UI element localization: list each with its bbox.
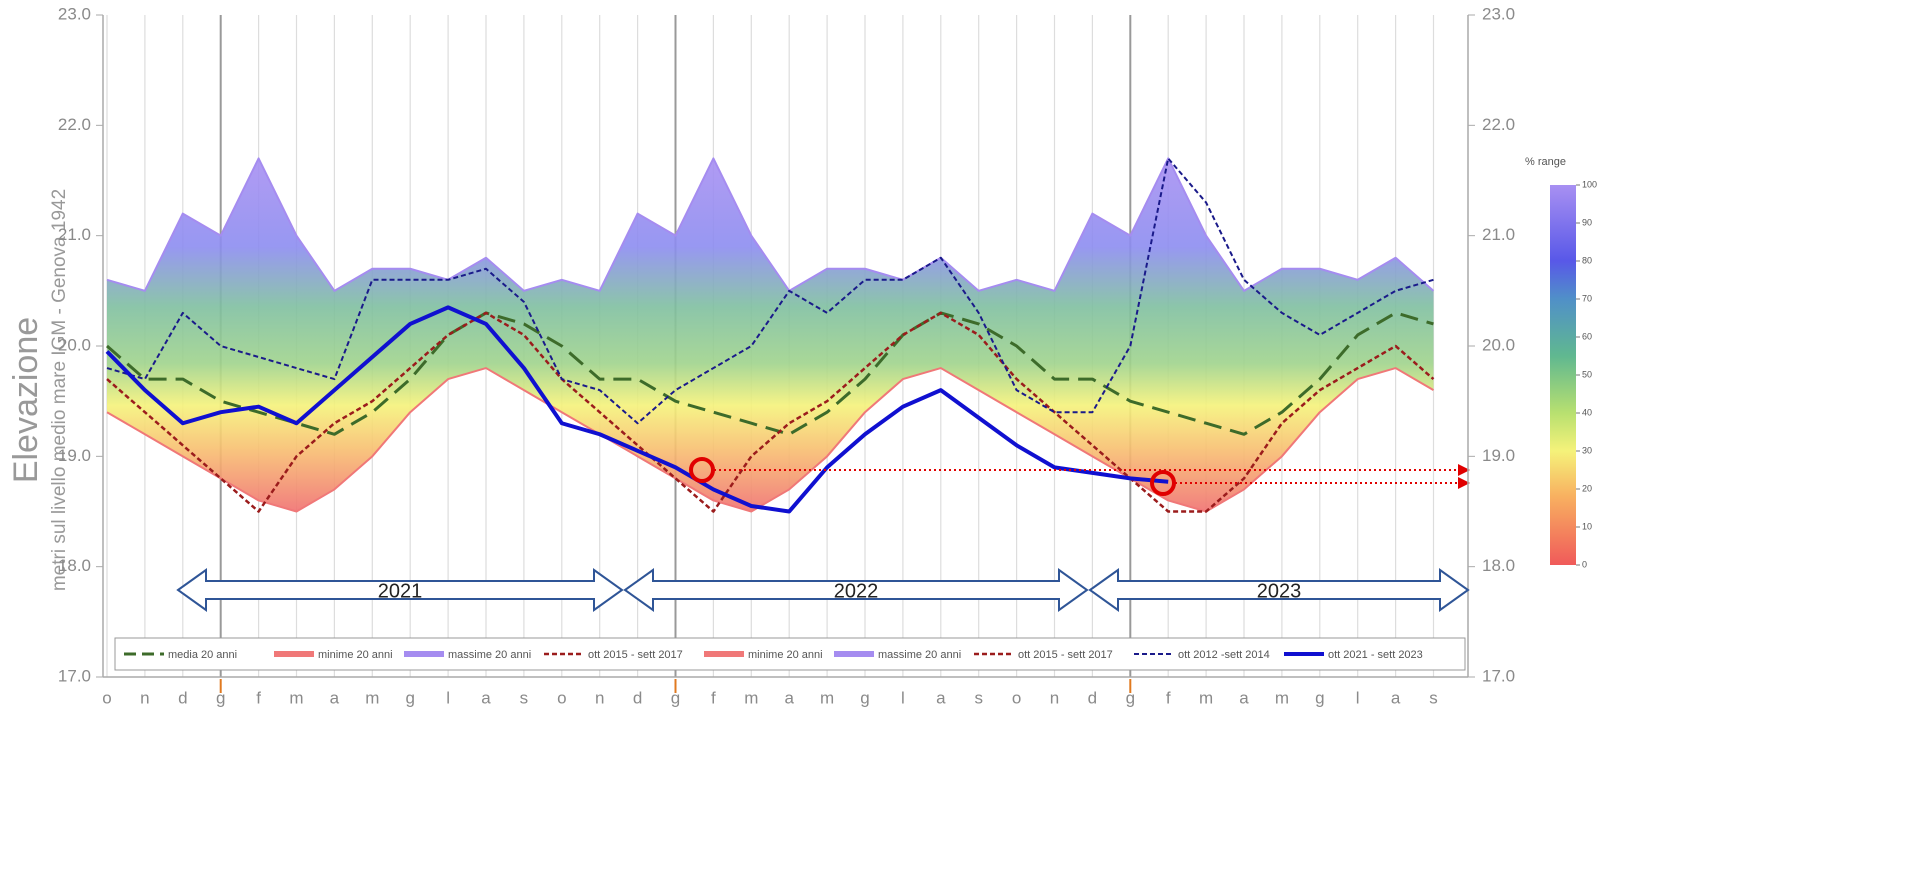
colorbar-title: % range	[1525, 156, 1566, 168]
colorbar-tick-label: 90	[1582, 217, 1592, 227]
x-tick-label: l	[446, 688, 450, 707]
colorbar-tick-label: 20	[1582, 483, 1592, 493]
x-tick-label: a	[1391, 688, 1401, 707]
x-tick-label: g	[860, 688, 869, 707]
x-tick-label: l	[901, 688, 905, 707]
y2-tick-label: 18.0	[1482, 556, 1515, 575]
x-tick-label: n	[1050, 688, 1059, 707]
colorbar-tick-label: 40	[1582, 407, 1592, 417]
range-band	[107, 158, 1434, 512]
y2-tick-label: 21.0	[1482, 225, 1515, 244]
x-tick-label: a	[936, 688, 946, 707]
series-line	[106, 311, 1434, 436]
x-tick-label: d	[178, 688, 187, 707]
legend	[114, 637, 1466, 671]
x-tick-label: m	[1275, 688, 1289, 707]
legend-label: massime 20 anni	[448, 649, 531, 661]
colorbar-tick-label: 30	[1582, 445, 1592, 455]
legend-label: minime 20 anni	[318, 649, 393, 661]
legend-label: minime 20 anni	[748, 649, 823, 661]
x-tick-label: d	[1088, 688, 1097, 707]
x-tick-label: a	[481, 688, 491, 707]
series-line	[105, 305, 1169, 514]
x-tick-label: a	[784, 688, 794, 707]
legend-label: ott 2015 - sett 2017	[588, 649, 683, 661]
year-label: 2023	[1257, 580, 1302, 602]
x-tick-label: n	[595, 688, 604, 707]
y-tick-label: 22.0	[58, 115, 91, 134]
x-tick-label: m	[1199, 688, 1213, 707]
y2-tick-label: 22.0	[1482, 115, 1515, 134]
x-tick-label: s	[1429, 688, 1438, 707]
y-tick-label: 23.0	[58, 4, 91, 23]
year-label: 2021	[378, 580, 423, 602]
marker-circle	[689, 457, 715, 483]
y-tick-label: 18.0	[58, 556, 91, 575]
x-tick-label: n	[140, 688, 149, 707]
marker-arrowhead	[1458, 464, 1470, 476]
x-tick-label: g	[405, 688, 414, 707]
legend-label: ott 2021 - sett 2023	[1328, 649, 1423, 661]
colorbar-tick-label: 60	[1582, 331, 1592, 341]
legend-label: massime 20 anni	[878, 649, 961, 661]
marker-arrowhead	[1458, 477, 1470, 489]
x-tick-label: a	[330, 688, 340, 707]
y-axis-title: Elevazione	[7, 317, 45, 483]
y-tick-label: 20.0	[58, 335, 91, 354]
colorbar-tick-label: 10	[1582, 521, 1592, 531]
y2-tick-label: 23.0	[1482, 4, 1515, 23]
y2-tick-label: 19.0	[1482, 446, 1515, 465]
year-arrow	[1088, 568, 1470, 612]
series-line	[106, 311, 1435, 513]
x-tick-label: g	[671, 688, 680, 707]
x-tick-label: g	[1315, 688, 1324, 707]
y-tick-label: 19.0	[58, 446, 91, 465]
x-tick-label: o	[102, 688, 111, 707]
y-tick-label: 21.0	[58, 225, 91, 244]
colorbar-tick-label: 80	[1582, 255, 1592, 265]
series-line	[106, 157, 1435, 292]
x-tick-label: g	[1126, 688, 1135, 707]
x-tick-label: m	[289, 688, 303, 707]
legend-label: media 20 anni	[168, 649, 237, 661]
x-tick-label: d	[633, 688, 642, 707]
x-tick-label: f	[711, 688, 716, 707]
x-tick-label: m	[744, 688, 758, 707]
x-tick-label: m	[820, 688, 834, 707]
year-arrow	[623, 568, 1089, 612]
x-tick-label: a	[1239, 688, 1249, 707]
legend-label: ott 2015 - sett 2017	[1018, 649, 1113, 661]
year-label: 2022	[834, 580, 879, 602]
x-tick-label: m	[365, 688, 379, 707]
y-tick-label: 17.0	[58, 666, 91, 685]
legend-label: ott 2012 -sett 2014	[1178, 649, 1270, 661]
year-arrow	[176, 568, 624, 612]
marker-circle	[1150, 470, 1176, 496]
colorbar	[1550, 185, 1576, 565]
x-tick-label: f	[256, 688, 261, 707]
x-tick-label: f	[1166, 688, 1171, 707]
x-tick-label: o	[1012, 688, 1021, 707]
x-tick-label: l	[1356, 688, 1360, 707]
y-axis-subtitle: metri sul livello medio mare IGM - Genov…	[49, 189, 70, 591]
colorbar-tick-label: 50	[1582, 369, 1592, 379]
colorbar-tick-label: 0	[1582, 559, 1587, 569]
x-tick-label: s	[974, 688, 983, 707]
y2-tick-label: 20.0	[1482, 335, 1515, 354]
colorbar-tick-label: 100	[1582, 179, 1597, 189]
x-tick-label: g	[216, 688, 225, 707]
x-tick-label: o	[557, 688, 566, 707]
colorbar-tick-label: 70	[1582, 293, 1592, 303]
x-tick-label: s	[520, 688, 529, 707]
y2-tick-label: 17.0	[1482, 666, 1515, 685]
series-line	[106, 367, 1435, 513]
